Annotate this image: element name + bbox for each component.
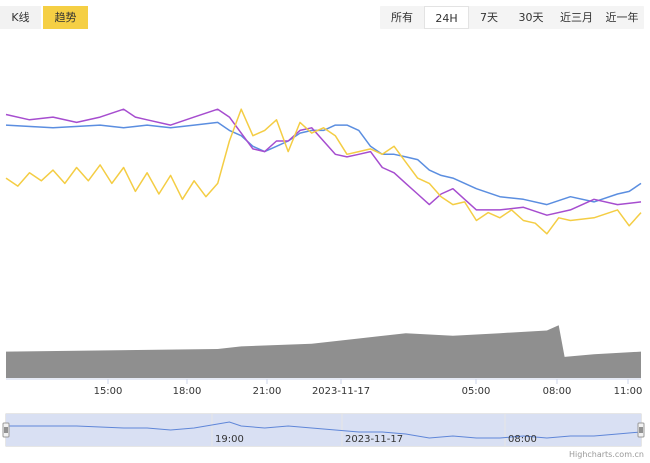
navigator-selected-range[interactable] <box>6 414 641 446</box>
x-tick-label: 08:00 <box>543 386 572 397</box>
range-button-24h[interactable]: 24H <box>424 6 469 29</box>
series-line-1 <box>5 108 642 216</box>
range-button-7d[interactable]: 7天 <box>480 11 498 24</box>
series-line-0 <box>5 121 642 206</box>
x-tick-label: 2023-11-17 <box>312 386 370 397</box>
navigator-label: 19:00 <box>215 434 244 445</box>
navigator-label: 2023-11-17 <box>345 434 403 445</box>
navigator[interactable]: 19:00 2023-11-17 08:00 <box>2 413 645 447</box>
x-tick-label: 11:00 <box>614 386 643 397</box>
x-tick-label: 05:00 <box>462 386 491 397</box>
range-button-1y[interactable]: 近一年 <box>605 11 639 24</box>
series-lines-layer <box>5 108 642 235</box>
navigator-gridlines <box>211 414 506 446</box>
x-axis-ticks: 15:00 18:00 21:00 2023-11-17 05:00 08:00 11:00 <box>94 379 643 397</box>
tab-trend[interactable]: 趋势 <box>43 6 88 29</box>
volume-area-layer <box>6 325 641 378</box>
view-tabs: K线 趋势 <box>0 6 88 29</box>
navigator-handle-left[interactable] <box>2 422 10 438</box>
navigator-labels: 19:00 2023-11-17 08:00 <box>215 434 537 445</box>
x-tick-label: 18:00 <box>173 386 202 397</box>
x-tick-label: 15:00 <box>94 386 123 397</box>
volume-area <box>6 325 641 378</box>
series-line-2 <box>5 108 642 235</box>
navigator-label: 08:00 <box>508 434 537 445</box>
tab-kline[interactable]: K线 <box>0 6 41 29</box>
chart-credit[interactable]: Highcharts.com.cn <box>569 450 644 459</box>
range-selector: 所有 24H 7天 30天 近三月 近一年 <box>380 6 644 29</box>
range-button-all[interactable]: 所有 <box>391 11 413 24</box>
range-button-3m[interactable]: 近三月 <box>560 11 593 24</box>
x-tick-label: 21:00 <box>253 386 282 397</box>
navigator-handle-right[interactable] <box>637 422 645 438</box>
navigator-series-line <box>6 421 642 439</box>
range-button-30d[interactable]: 30天 <box>518 11 544 24</box>
